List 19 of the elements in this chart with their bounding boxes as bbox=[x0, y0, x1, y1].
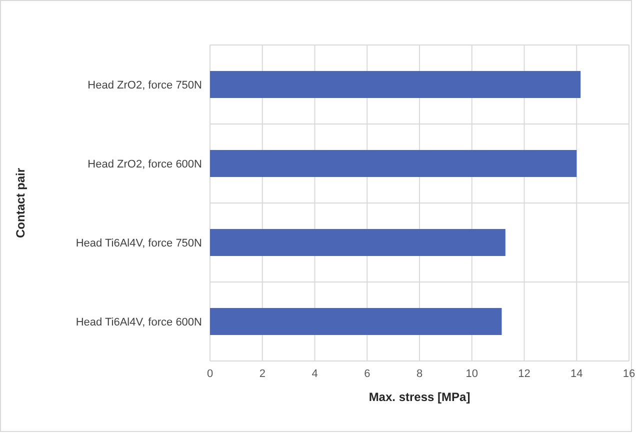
x-tick-label: 14 bbox=[570, 368, 583, 380]
x-tick-label: 16 bbox=[622, 368, 636, 380]
x-tick-label: 0 bbox=[206, 368, 214, 380]
x-tick-label: 10 bbox=[466, 368, 478, 380]
y-tick-label: Head Ti6Al4V, force 600N bbox=[76, 316, 202, 328]
bar bbox=[210, 308, 502, 335]
y-tick-label: Head ZrO2, force 600N bbox=[88, 158, 202, 170]
x-tick-label: 4 bbox=[312, 368, 318, 380]
x-axis-title: Max. stress [MPa] bbox=[368, 390, 470, 404]
y-tick-label: Head ZrO2, force 750N bbox=[88, 79, 202, 92]
x-tick-label: 2 bbox=[259, 368, 266, 380]
y-axis-title: Contact pair bbox=[13, 168, 28, 238]
x-tick-label: 8 bbox=[416, 368, 423, 380]
bar bbox=[210, 150, 577, 177]
bar bbox=[210, 229, 506, 256]
x-tick-label: 6 bbox=[364, 368, 370, 380]
y-tick-label: Head Ti6Al4V, force 750N bbox=[76, 237, 202, 250]
x-tick-label: 12 bbox=[518, 368, 530, 380]
bar bbox=[210, 71, 581, 98]
